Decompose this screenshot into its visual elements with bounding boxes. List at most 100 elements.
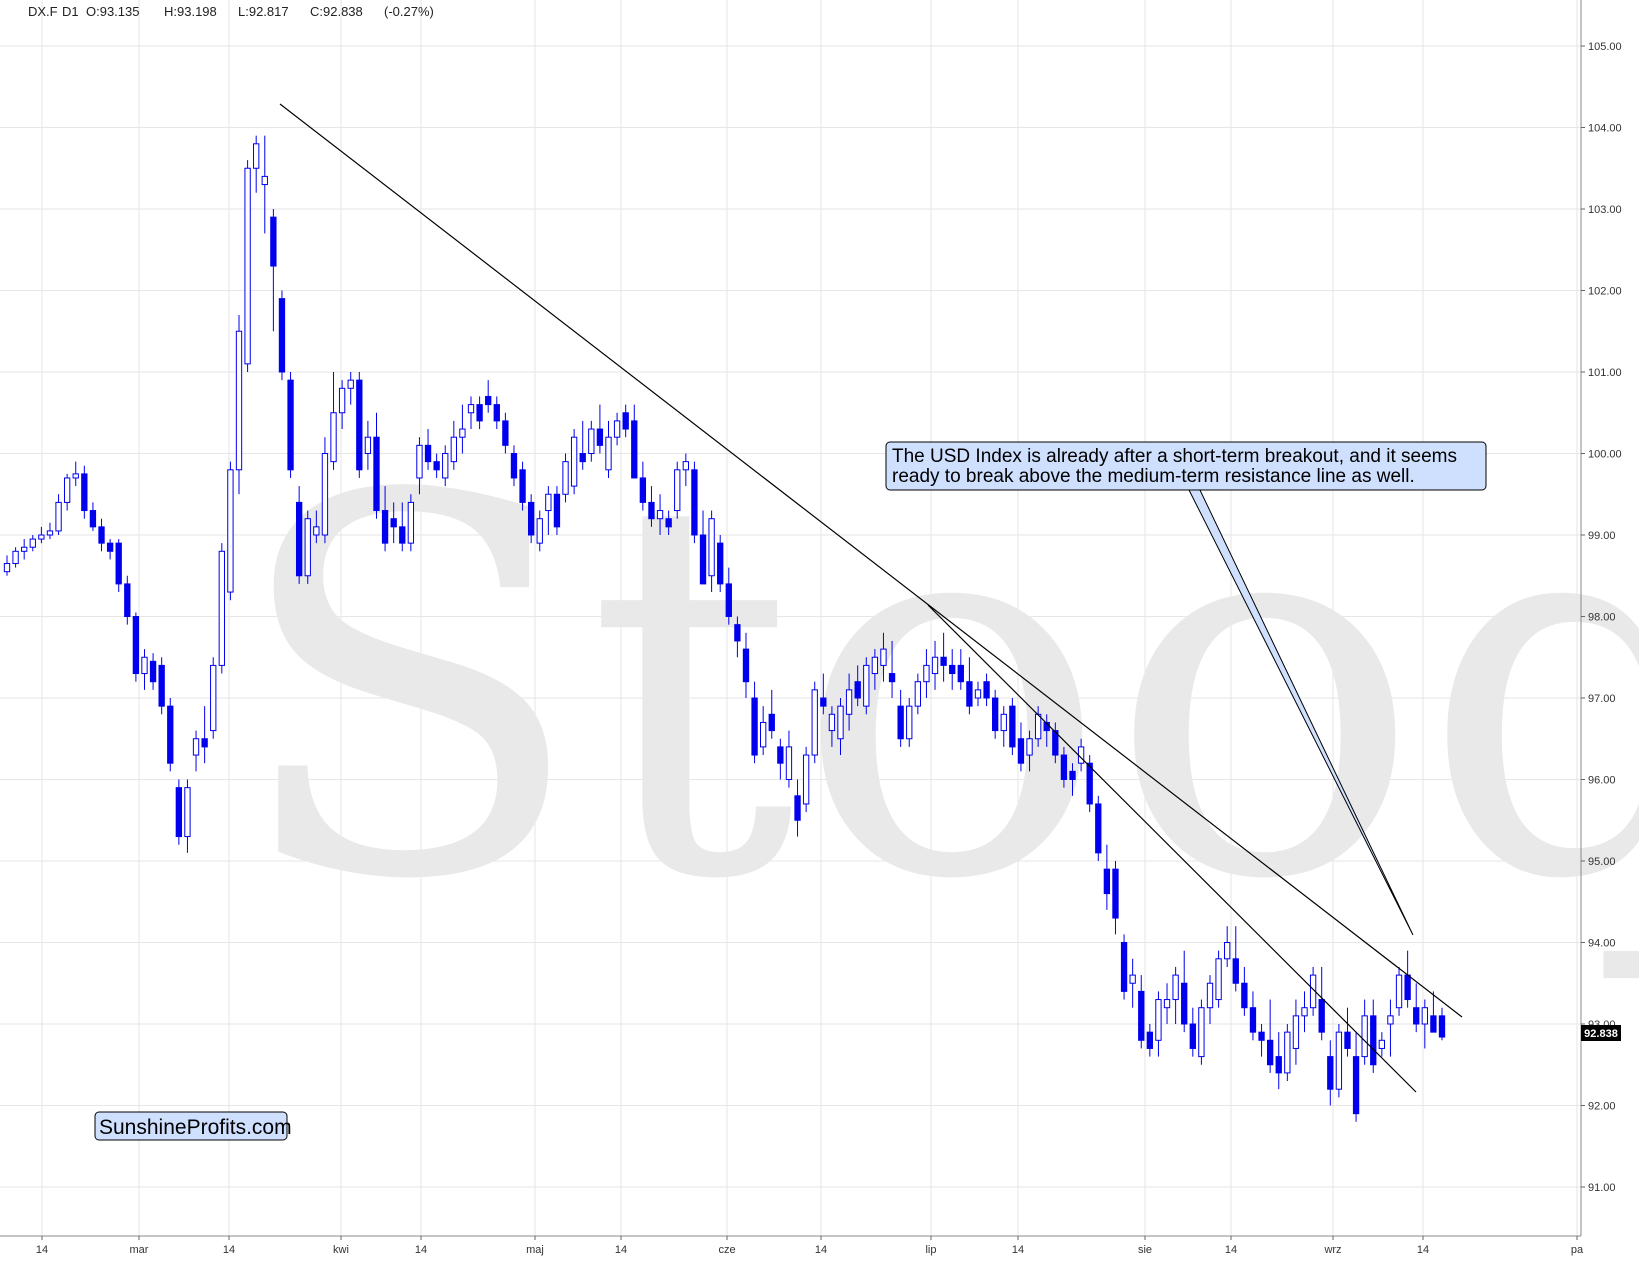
candle (1060, 746, 1068, 788)
candle-body-down (132, 616, 140, 675)
candle (665, 510, 672, 535)
candle (579, 420, 586, 470)
header-change: (-0.27%) (384, 4, 434, 19)
trend-lines (279, 103, 1463, 1093)
candle (837, 698, 844, 756)
candle (682, 453, 689, 487)
candle-body-down (167, 705, 174, 764)
candle (46, 522, 54, 540)
candle-body-up (605, 436, 612, 471)
candle (244, 160, 251, 372)
candle (330, 372, 337, 470)
candle (313, 510, 320, 544)
candle (55, 494, 62, 535)
candle (390, 502, 397, 544)
candle-body-up (1361, 1015, 1368, 1058)
candle (871, 649, 879, 690)
candle-body-up (459, 428, 466, 438)
y-tick-label: 101.00 (1588, 367, 1622, 379)
candle (278, 290, 286, 381)
chart-header: DX.F D1 O:93.135 H:93.198 L:92.817 C:92.… (28, 4, 434, 19)
x-tick-label: maj (526, 1244, 544, 1256)
candle (89, 502, 97, 531)
candle (459, 404, 466, 454)
candle (1352, 1032, 1360, 1122)
candle (493, 396, 500, 430)
y-tick-label: 98.00 (1588, 612, 1616, 624)
candle (1421, 999, 1428, 1049)
candle (1215, 950, 1222, 1008)
header-low: L:92.817 (238, 4, 289, 19)
y-tick-label: 95.00 (1588, 856, 1616, 868)
candle (424, 429, 432, 470)
candle (992, 689, 999, 739)
candle-body-up (880, 648, 887, 666)
candle-body-up (931, 656, 939, 675)
candle-body-up (1206, 982, 1214, 1009)
x-tick-label: mar (130, 1244, 149, 1256)
candle (167, 698, 174, 772)
candle-body-down (502, 420, 509, 446)
candle-body-up (906, 705, 913, 740)
candle-body-down (81, 473, 88, 512)
last-price-marker: 92.838 (1581, 1025, 1621, 1041)
candle-body-up (1284, 1031, 1291, 1074)
candle (570, 429, 578, 495)
candle-body-up (192, 738, 200, 756)
candle-body-up (828, 713, 836, 732)
candle (1052, 722, 1059, 764)
candle-body-down (149, 660, 157, 683)
candle (828, 706, 836, 747)
candle-body-down (957, 664, 964, 683)
candle-body-down (485, 395, 492, 406)
candle-body-down (1370, 1015, 1377, 1066)
candle-body-up (1129, 974, 1136, 984)
candle-body-down (699, 534, 707, 585)
candle-body-up (1421, 1007, 1428, 1025)
candle-body-down (1258, 1031, 1265, 1041)
candle (442, 445, 449, 487)
candle-body-up (1155, 999, 1162, 1041)
candle (1284, 1024, 1291, 1082)
candle-body-down (399, 526, 406, 544)
candle (1181, 950, 1188, 1033)
candle-body-down (751, 697, 758, 756)
x-tick-label: kwi (333, 1244, 349, 1256)
candle (1258, 1024, 1265, 1057)
y-tick-label: 102.00 (1588, 286, 1622, 298)
candle-body-down (424, 444, 432, 463)
candle-body-up (12, 550, 19, 565)
candle-body-up (1224, 942, 1231, 960)
candle-body-down (381, 510, 389, 544)
candle (931, 640, 939, 690)
candle-body-up (1026, 738, 1033, 756)
candle (553, 486, 561, 535)
x-tick-label: wrz (1323, 1244, 1341, 1256)
candle-body-up (261, 175, 268, 186)
candle-body-down (1009, 705, 1016, 748)
candle-body-up (760, 721, 767, 748)
candle-body-up (656, 510, 664, 520)
candle-body-down (1430, 1015, 1437, 1033)
candle (1189, 1007, 1196, 1057)
candle (1344, 1007, 1351, 1057)
candle-body-down (1069, 770, 1076, 780)
candle (321, 437, 329, 544)
candle-body-up (338, 387, 346, 414)
brand-label: SunshineProfits.com (99, 1116, 292, 1139)
candle (1086, 755, 1093, 813)
candle (1172, 966, 1179, 1024)
x-tick-label: lip (925, 1244, 936, 1256)
candle-body-up (218, 550, 225, 666)
header-interval: D1 (62, 4, 79, 19)
candle (983, 673, 990, 707)
candle-body-down (1138, 990, 1145, 1041)
candle-body-up (313, 526, 320, 536)
candlestick-series (3, 135, 1446, 1122)
candle (1000, 706, 1007, 747)
candle (605, 420, 612, 478)
candle (768, 689, 775, 739)
candle-body-down (519, 469, 526, 503)
candle-body-down (794, 795, 801, 821)
candle-body-up (871, 656, 879, 675)
